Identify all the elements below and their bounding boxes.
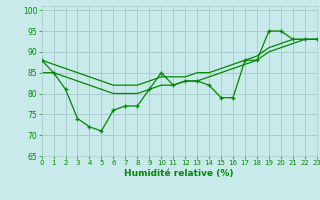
X-axis label: Humidité relative (%): Humidité relative (%) (124, 169, 234, 178)
